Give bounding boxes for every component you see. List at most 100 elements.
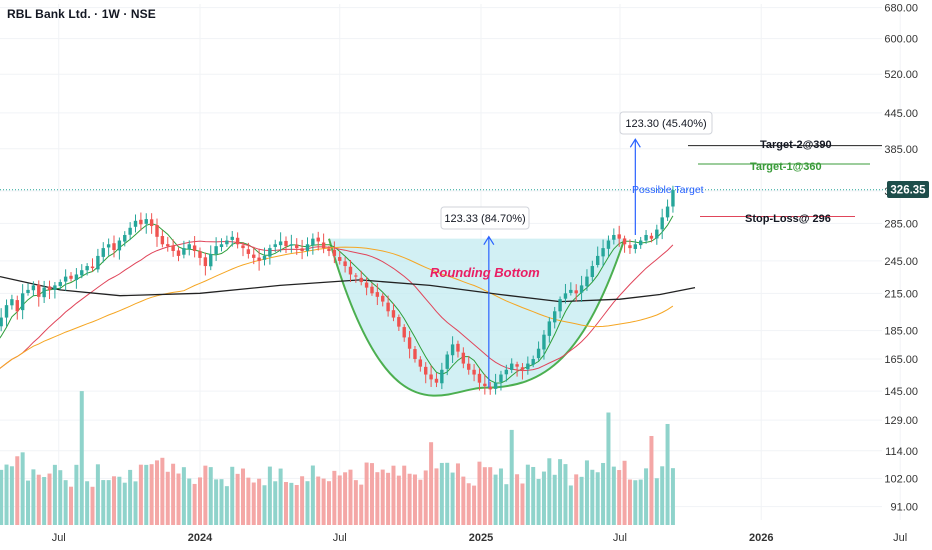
volume-bar (305, 481, 310, 525)
candle-body (300, 248, 304, 252)
candle-body (488, 386, 492, 390)
candle-body (461, 352, 466, 364)
volume-bar (192, 483, 197, 525)
volume-bar (407, 473, 412, 525)
candle-body (187, 244, 191, 249)
volume-bar (133, 481, 138, 525)
candle-body (246, 249, 251, 254)
candle-body (139, 219, 143, 225)
candle-body (354, 275, 358, 277)
candle-body (289, 244, 294, 246)
volume-bar (531, 466, 536, 525)
y-tick-label: 215.00 (884, 288, 918, 300)
y-tick-label: 520.00 (884, 69, 918, 81)
volume-bar (654, 478, 659, 525)
chart-title: RBL Bank Ltd. · 1W · NSE (7, 7, 156, 21)
volume-bar (353, 480, 358, 525)
volume-bar (601, 462, 606, 525)
volume-bars (0, 391, 675, 525)
candle-body (671, 190, 675, 207)
candle-body (316, 237, 320, 242)
candle-body (391, 310, 396, 318)
volume-bar (4, 464, 9, 525)
volume-bar (568, 485, 573, 525)
candle-body (440, 369, 444, 384)
candle-body (74, 274, 79, 280)
volume-bar (418, 479, 423, 525)
candle-body (585, 276, 589, 287)
y-tick-label: 145.00 (884, 386, 918, 398)
volume-bar (144, 464, 149, 525)
volume-bar (128, 469, 133, 525)
x-tick-label: Jul (333, 532, 347, 544)
candle-body (241, 245, 245, 249)
candle-body (424, 366, 428, 375)
volume-bar (42, 477, 47, 525)
candle-body (209, 253, 213, 267)
candle-body (101, 248, 105, 257)
candle-body (483, 383, 487, 387)
volume-bar (611, 466, 616, 525)
x-tick-label: Jul (893, 532, 907, 544)
stoploss-label: Stop-Loss@ 296 (745, 213, 831, 225)
candle-body (472, 369, 476, 375)
candle-body (198, 251, 202, 258)
volume-bar (117, 476, 122, 525)
volume-bar (509, 429, 514, 525)
candle-body (359, 277, 363, 283)
volume-bar (300, 476, 305, 525)
y-tick-label: 91.00 (890, 502, 918, 514)
candle-body (235, 237, 240, 245)
candle-body (268, 248, 272, 257)
candle-body (262, 255, 267, 260)
candle-body (612, 234, 616, 240)
volume-bar (198, 477, 202, 525)
candle-body (660, 217, 664, 230)
annotations: Rounding Bottom 123.33 (84.70%) 123.30 (45… (0, 111, 886, 388)
volume-bar (289, 482, 294, 525)
volume-bar (455, 463, 460, 525)
y-tick-label: 385.00 (884, 144, 918, 156)
volume-bar (369, 463, 374, 525)
volume-bar (563, 464, 568, 525)
candle-body (606, 240, 611, 249)
volume-bar (348, 469, 353, 525)
volume-bar (337, 475, 342, 525)
candle-body (418, 359, 423, 367)
candle-body (370, 286, 374, 294)
candle-body (563, 293, 568, 299)
volume-bar (90, 486, 95, 525)
volume-bar (617, 470, 622, 525)
volume-bar (106, 480, 111, 525)
candle-body (456, 343, 460, 352)
volume-bar (375, 472, 380, 525)
volume-bar (606, 412, 611, 525)
volume-bar (208, 467, 213, 525)
candle-body (332, 249, 337, 256)
y-tick-label: 600.00 (884, 34, 918, 46)
y-tick-label: 165.00 (884, 354, 918, 366)
candle-body (397, 317, 401, 327)
volume-bar (26, 480, 31, 525)
volume-bar (595, 472, 600, 525)
volume-bar (310, 465, 315, 525)
volume-bar (326, 481, 331, 525)
volume-bar (112, 476, 117, 525)
candle-body (171, 245, 175, 252)
volume-bar (364, 462, 369, 525)
volume-bar (257, 478, 262, 525)
volume-bar (429, 442, 434, 525)
candle-body (531, 359, 535, 365)
move2-arrowhead (629, 138, 641, 148)
candle-body (477, 373, 482, 383)
x-axis: Jul 2024 Jul 2025 Jul 2026 Jul (52, 532, 908, 544)
candle-body (429, 374, 433, 380)
volume-bar (58, 470, 63, 525)
volume-bar (203, 465, 208, 525)
candle-body (182, 248, 186, 255)
volume-bar (9, 466, 14, 525)
candle-body (278, 241, 283, 246)
volume-bar (498, 468, 503, 525)
ma-long-line (0, 275, 696, 303)
